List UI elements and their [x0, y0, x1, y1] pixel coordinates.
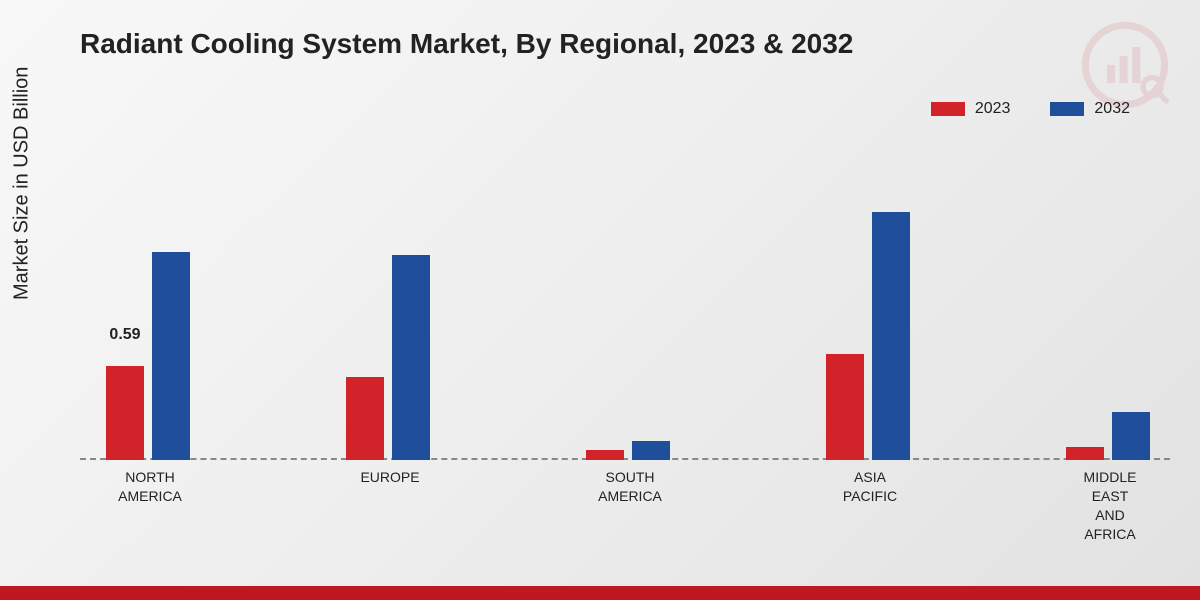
chart-plot-area: NORTH AMERICA EUROPE SOUTH AMERICA ASIA PAC…: [80, 140, 1170, 460]
y-axis-label: Market Size in USD Billion: [11, 67, 34, 300]
legend-item-2032: 2032: [1050, 100, 1130, 118]
bar-group: MIDDLE EAST AND AFRICA: [1060, 140, 1160, 460]
bar-2023: [826, 354, 864, 460]
bar-group: EUROPE: [340, 140, 440, 460]
x-axis-category-label: MIDDLE EAST AND AFRICA: [1084, 460, 1137, 544]
bar-2023: [1066, 447, 1104, 460]
bar-2032: [632, 441, 670, 460]
x-axis-category-label: NORTH AMERICA: [118, 460, 182, 506]
legend-label-2023: 2023: [975, 100, 1011, 118]
legend-label-2032: 2032: [1094, 100, 1130, 118]
x-axis-category-label: EUROPE: [360, 460, 419, 487]
x-axis-category-label: ASIA PACIFIC: [843, 460, 897, 506]
footer-accent-bar: [0, 586, 1200, 600]
bar-2032: [152, 252, 190, 460]
bar-2032: [392, 255, 430, 460]
bar-value-label: 0.59: [109, 326, 140, 344]
chart-title: Radiant Cooling System Market, By Region…: [80, 28, 853, 60]
bar-group: SOUTH AMERICA: [580, 140, 680, 460]
x-axis-category-label: SOUTH AMERICA: [598, 460, 662, 506]
bar-group: ASIA PACIFIC: [820, 140, 920, 460]
watermark-logo: [1080, 20, 1170, 110]
legend: 2023 2032: [931, 100, 1130, 118]
legend-item-2023: 2023: [931, 100, 1011, 118]
legend-swatch-2023: [931, 102, 965, 116]
bar-2023: [106, 366, 144, 460]
bar-2023: [346, 377, 384, 460]
bar-2023: [586, 450, 624, 460]
bar-2032: [1112, 412, 1150, 460]
legend-swatch-2032: [1050, 102, 1084, 116]
bar-group: NORTH AMERICA: [100, 140, 200, 460]
bar-2032: [872, 212, 910, 460]
